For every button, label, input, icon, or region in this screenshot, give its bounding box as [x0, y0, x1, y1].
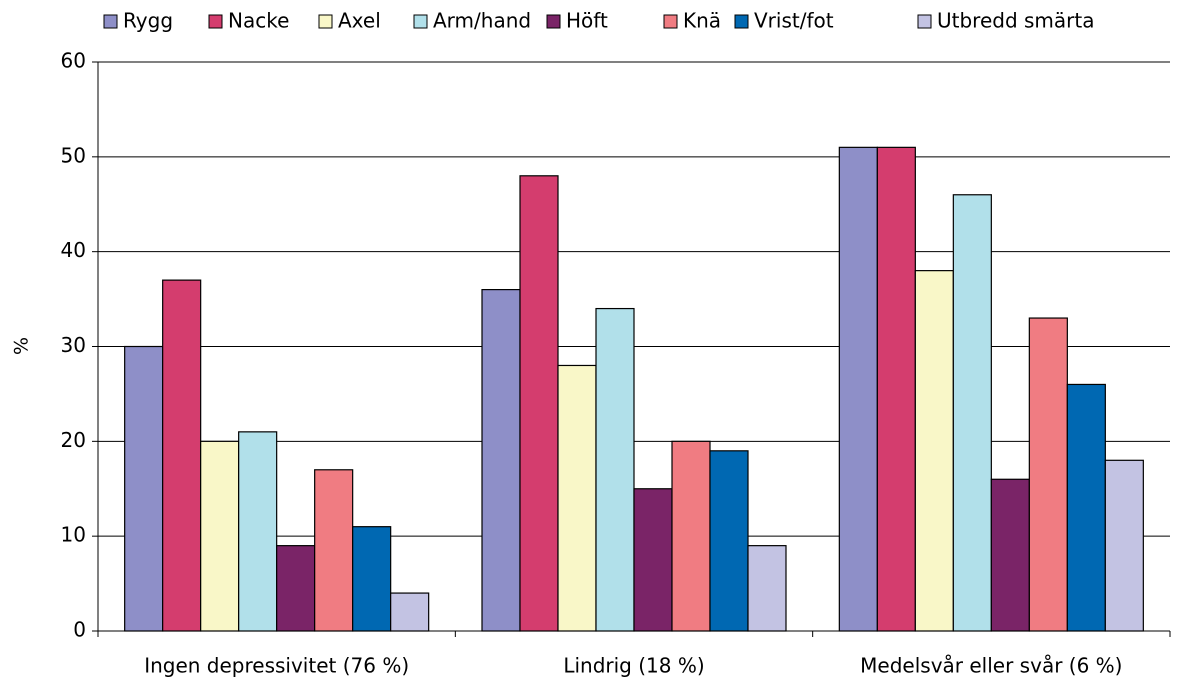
- bar: [914, 270, 954, 632]
- bar: [162, 279, 202, 632]
- bar: [238, 431, 278, 632]
- bar: [838, 146, 878, 632]
- y-tick-label: 40: [61, 238, 86, 262]
- bar: [352, 526, 392, 632]
- bar: [747, 545, 787, 632]
- legend-label: Rygg: [123, 9, 173, 33]
- y-axis-label: %: [11, 337, 33, 355]
- bar: [1066, 383, 1106, 632]
- x-tick-label: Medelsvår eller svår (6 %): [860, 654, 1122, 678]
- y-tick-label: 0: [73, 618, 86, 642]
- bar: [633, 488, 673, 632]
- bar: [952, 194, 992, 632]
- legend-swatch: [917, 14, 932, 29]
- bar: [200, 440, 240, 632]
- y-tick-label: 50: [61, 143, 86, 167]
- legend-swatch: [734, 14, 749, 29]
- y-tick-label: 10: [61, 523, 86, 547]
- legend-swatch: [103, 14, 118, 29]
- x-tick-label: Lindrig (18 %): [563, 654, 704, 678]
- bar: [671, 440, 711, 632]
- x-tick-label: Ingen depressivitet (76 %): [144, 654, 409, 678]
- legend-swatch: [546, 14, 561, 29]
- bar: [1104, 459, 1144, 632]
- legend-label: Vrist/fot: [754, 9, 834, 33]
- bar: [390, 592, 430, 632]
- bar: [990, 478, 1030, 632]
- legend-label: Nacke: [228, 9, 289, 33]
- bar: [1028, 317, 1068, 632]
- bar: [124, 345, 164, 632]
- legend-swatch: [663, 14, 678, 29]
- legend-label: Höft: [566, 9, 608, 33]
- y-tick-label: 20: [61, 428, 86, 452]
- legend-swatch: [318, 14, 333, 29]
- legend-swatch: [413, 14, 428, 29]
- y-tick-label: 30: [61, 333, 86, 357]
- legend-swatch: [208, 14, 223, 29]
- bar: [276, 545, 316, 632]
- bar: [876, 146, 916, 632]
- y-tick-label: 60: [61, 49, 86, 73]
- legend-label: Knä: [683, 9, 721, 33]
- bar: [314, 469, 354, 632]
- bar: [709, 450, 749, 632]
- bar: [481, 289, 521, 632]
- legend-label: Utbredd smärta: [937, 9, 1095, 33]
- bar: [557, 364, 597, 632]
- bar: [519, 175, 559, 632]
- legend-label: Axel: [338, 9, 381, 33]
- legend-label: Arm/hand: [433, 9, 531, 33]
- bar: [595, 307, 635, 632]
